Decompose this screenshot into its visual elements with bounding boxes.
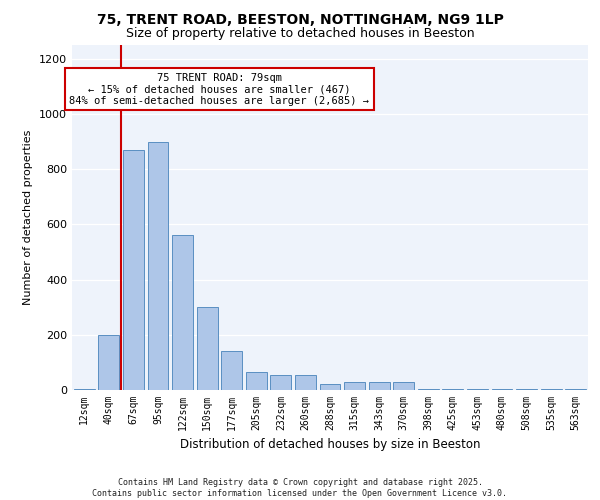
- Bar: [393, 382, 414, 390]
- Bar: [148, 142, 169, 390]
- Text: Contains HM Land Registry data © Crown copyright and database right 2025.
Contai: Contains HM Land Registry data © Crown c…: [92, 478, 508, 498]
- Bar: [172, 236, 193, 390]
- Bar: [98, 335, 119, 390]
- Bar: [368, 382, 389, 390]
- Bar: [418, 388, 439, 390]
- Bar: [491, 388, 512, 390]
- Bar: [565, 388, 586, 390]
- Y-axis label: Number of detached properties: Number of detached properties: [23, 130, 34, 305]
- Bar: [320, 384, 340, 390]
- Text: 75, TRENT ROAD, BEESTON, NOTTINGHAM, NG9 1LP: 75, TRENT ROAD, BEESTON, NOTTINGHAM, NG9…: [97, 12, 503, 26]
- Bar: [246, 372, 267, 390]
- Bar: [467, 388, 488, 390]
- Bar: [344, 382, 365, 390]
- Bar: [221, 352, 242, 390]
- Text: 75 TRENT ROAD: 79sqm
← 15% of detached houses are smaller (467)
84% of semi-deta: 75 TRENT ROAD: 79sqm ← 15% of detached h…: [70, 72, 370, 106]
- Text: Size of property relative to detached houses in Beeston: Size of property relative to detached ho…: [125, 28, 475, 40]
- Bar: [442, 388, 463, 390]
- Bar: [197, 307, 218, 390]
- Bar: [295, 375, 316, 390]
- Bar: [74, 388, 95, 390]
- Bar: [541, 388, 562, 390]
- X-axis label: Distribution of detached houses by size in Beeston: Distribution of detached houses by size …: [180, 438, 480, 452]
- Bar: [123, 150, 144, 390]
- Bar: [516, 388, 537, 390]
- Bar: [271, 375, 292, 390]
